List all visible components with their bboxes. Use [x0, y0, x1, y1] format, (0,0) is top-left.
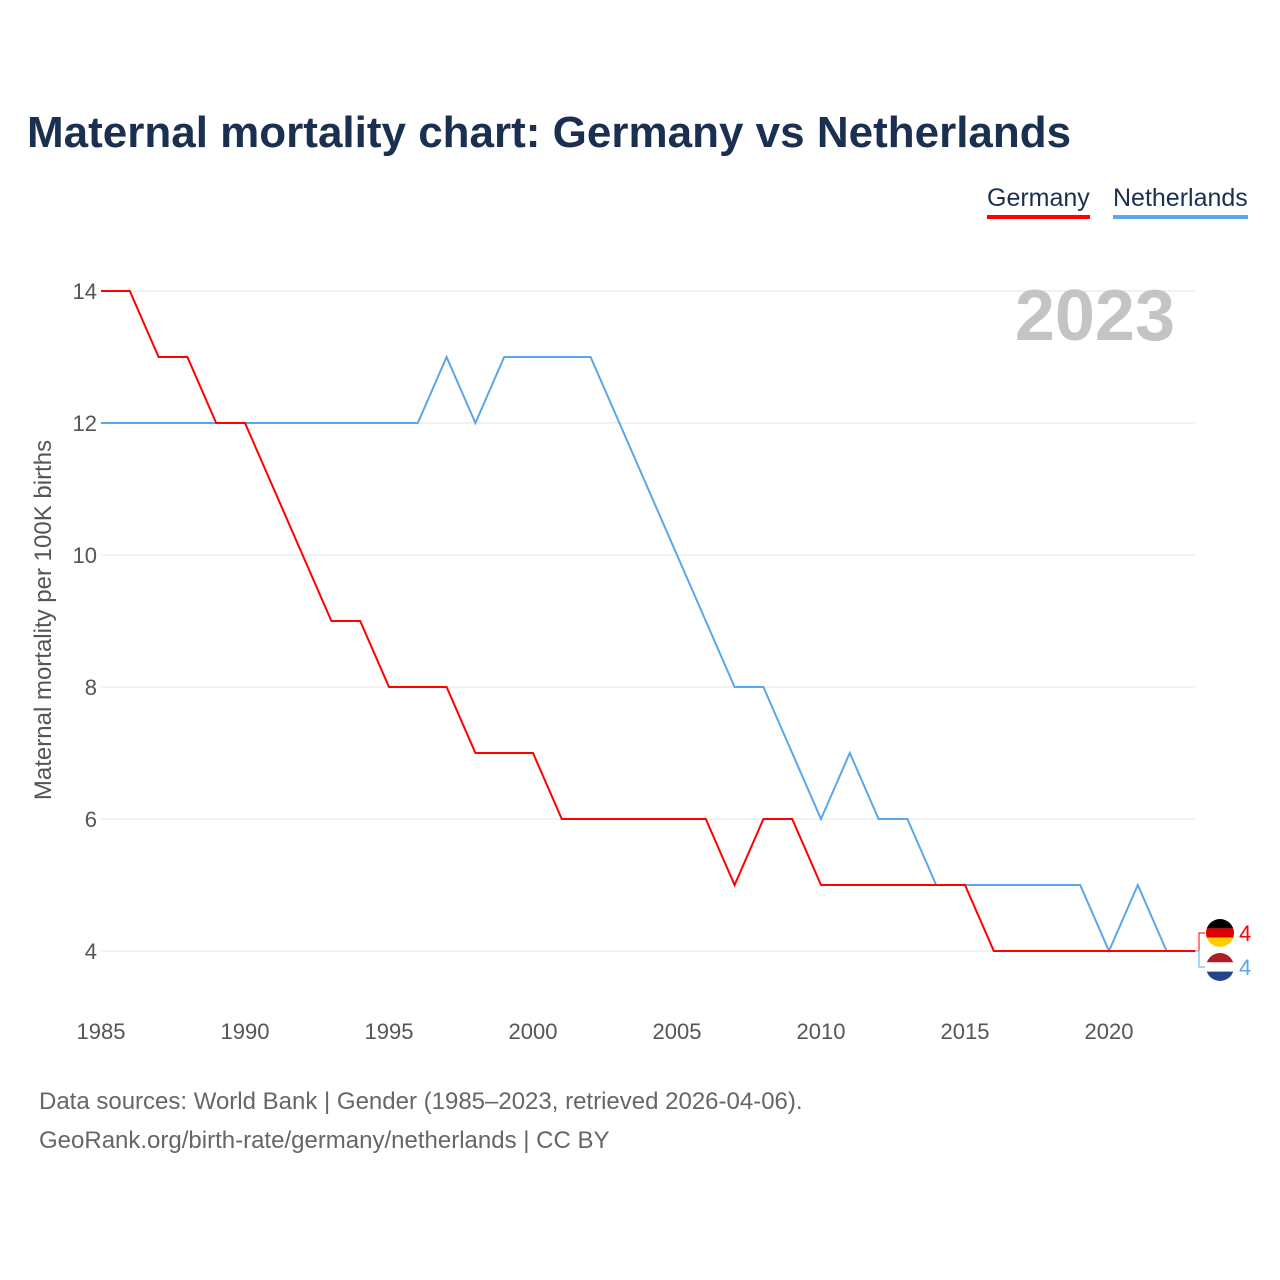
netherlands-flag-icon	[1206, 953, 1234, 981]
source-url[interactable]: GeoRank.org/birth-rate/germany/netherlan…	[39, 1127, 610, 1154]
y-axis-label: Maternal mortality per 100K births	[30, 440, 57, 800]
end-connector-germany	[1195, 932, 1205, 952]
flag-stripe	[1206, 953, 1234, 963]
legend-netherlands[interactable]: Netherlands	[1113, 184, 1248, 219]
x-tick-label: 1995	[365, 1019, 414, 1044]
end-value-netherlands: 4	[1239, 955, 1251, 980]
x-tick-label: 2010	[797, 1019, 846, 1044]
x-tick-label: 2005	[653, 1019, 702, 1044]
y-tick-label: 12	[73, 411, 97, 436]
y-tick-label: 6	[85, 807, 97, 832]
y-tick-label: 4	[85, 939, 97, 964]
flag-stripe	[1206, 919, 1234, 929]
flag-stripe	[1206, 971, 1234, 981]
x-tick-label: 1990	[221, 1019, 270, 1044]
year-watermark: 2023	[1015, 276, 1175, 356]
end-value-germany: 4	[1239, 921, 1251, 946]
y-tick-label: 10	[73, 543, 97, 568]
legend-germany[interactable]: Germany	[987, 184, 1090, 219]
end-connector-netherlands	[1195, 950, 1205, 968]
y-tick-label: 14	[73, 279, 97, 304]
chart-title: Maternal mortality chart: Germany vs Net…	[27, 108, 1072, 157]
x-tick-label: 2020	[1085, 1019, 1134, 1044]
x-tick-label: 1985	[77, 1019, 126, 1044]
y-tick-label: 8	[85, 675, 97, 700]
flag-stripe	[1206, 928, 1234, 938]
flag-stripe	[1206, 937, 1234, 947]
series-line-germany	[101, 290, 1196, 952]
germany-flag-icon	[1206, 919, 1234, 947]
series-line-netherlands	[101, 354, 1196, 954]
x-tick-label: 2000	[509, 1019, 558, 1044]
flag-stripe	[1206, 962, 1234, 972]
source-note: Data sources: World Bank | Gender (1985–…	[39, 1088, 803, 1115]
x-tick-label: 2015	[941, 1019, 990, 1044]
